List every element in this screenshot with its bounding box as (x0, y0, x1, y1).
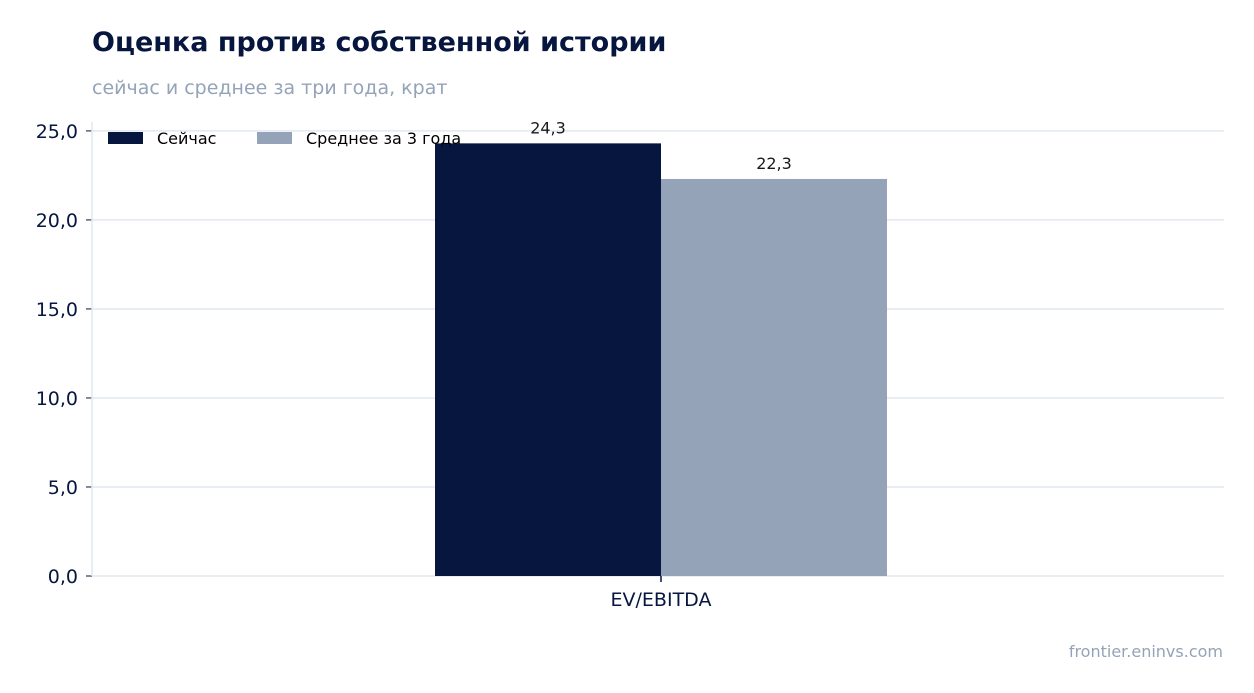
legend-label: Сейчас (157, 129, 216, 148)
bars (435, 143, 887, 577)
data-label: 24,3 (530, 118, 566, 137)
data-label: 22,3 (756, 154, 792, 173)
data-labels: 24,3 22,3 (530, 118, 792, 173)
chart-title: Оценка против собственной истории (92, 27, 667, 58)
legend-label: Среднее за 3 года (306, 129, 461, 148)
legend-swatch (108, 132, 143, 144)
source-credit: frontier.eninvs.com (1068, 642, 1223, 661)
bar-avg-3y (661, 178, 887, 577)
y-tick-label: 20,0 (36, 210, 78, 232)
bar-current (435, 143, 661, 577)
x-tick-label: EV/EBITDA (611, 589, 712, 611)
y-tick-label: 0,0 (48, 566, 78, 588)
chart-subtitle: сейчас и среднее за три года, крат (92, 77, 448, 99)
legend: Сейчас Среднее за 3 года (108, 129, 461, 148)
y-tick-label: 15,0 (36, 299, 78, 321)
y-tick-label: 10,0 (36, 388, 78, 410)
axes: 0,0 5,0 10,0 15,0 20,0 25,0 EV/EBITDA (36, 121, 712, 611)
y-tick-label: 5,0 (48, 477, 78, 499)
legend-swatch (257, 132, 292, 144)
y-tick-label: 25,0 (36, 121, 78, 143)
